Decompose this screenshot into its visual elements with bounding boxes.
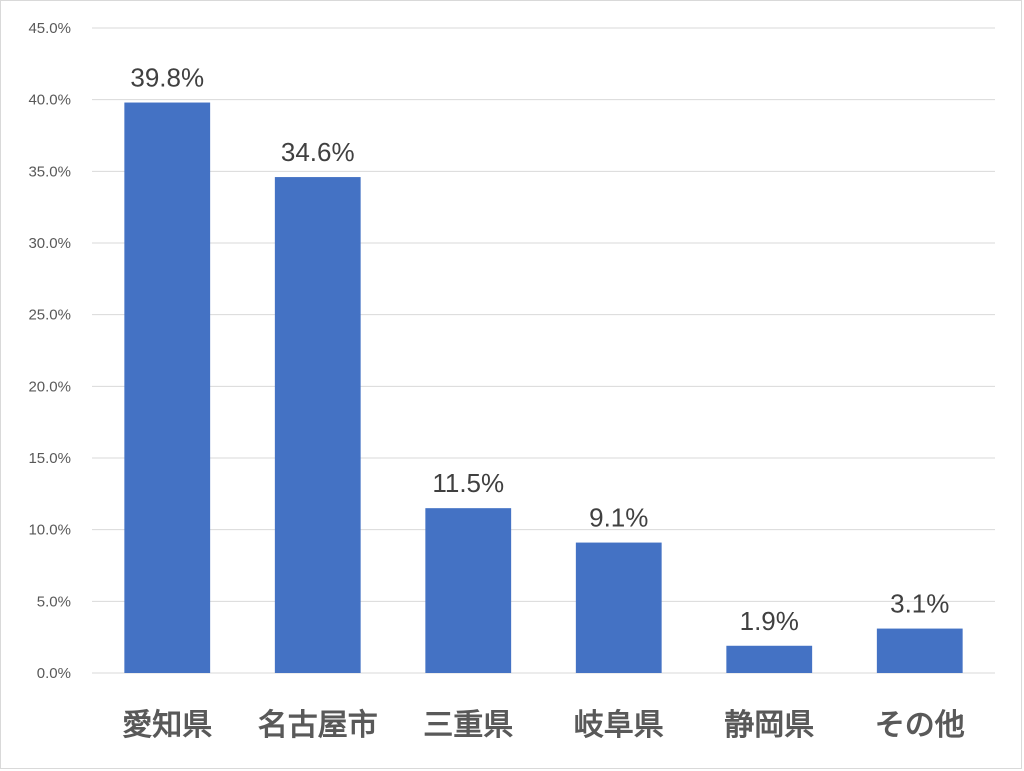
y-tick-label: 45.0% [28,20,71,37]
y-tick-label: 35.0% [28,163,71,180]
x-axis-category-labels: 愛知県 名古屋市 三重県 岐阜県 静岡県 その他 [122,708,965,743]
y-tick-label: 25.0% [28,307,71,324]
y-axis-tick-labels: 0.0% 5.0% 10.0% 15.0% 20.0% 25.0% 30.0% 35.0% 40… [28,20,71,682]
bar [274,177,361,674]
bar [575,542,662,673]
bar [876,628,963,673]
data-label: 39.8% [130,63,204,93]
y-tick-label: 0.0% [37,665,71,682]
data-label: 3.1% [890,589,949,619]
data-label: 34.6% [281,137,355,167]
x-category-label: 愛知県 [122,708,212,743]
x-category-label: 名古屋市 [258,708,378,743]
bar [124,102,211,674]
y-tick-label: 40.0% [28,92,71,109]
bars [124,102,963,674]
x-category-label: 静岡県 [724,708,814,743]
y-tick-label: 5.0% [37,593,71,610]
data-label: 9.1% [589,503,648,533]
y-tick-label: 10.0% [28,522,71,539]
y-tick-label: 30.0% [28,235,71,252]
bar [726,645,813,673]
data-label: 11.5% [432,468,504,498]
data-label: 1.9% [740,606,799,636]
y-tick-label: 20.0% [28,378,71,395]
data-labels: 39.8% 34.6% 11.5% 9.1% 1.9% 3.1% [130,63,949,636]
bar [425,508,512,673]
y-tick-label: 15.0% [28,450,71,467]
gridlines [92,27,995,674]
x-category-label: 三重県 [423,708,513,743]
x-category-label: その他 [875,708,965,743]
x-category-label: 岐阜県 [574,708,664,743]
